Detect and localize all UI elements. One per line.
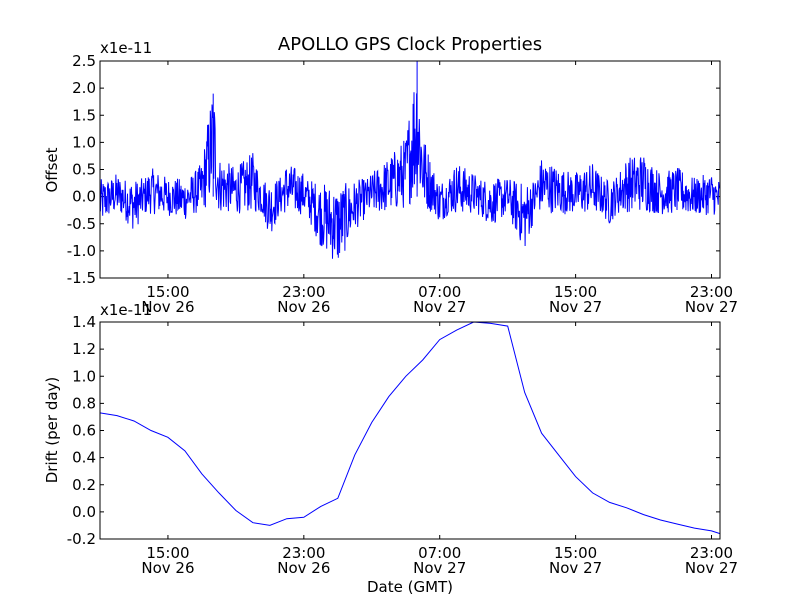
x-tick-label-time: 07:00 bbox=[418, 283, 461, 301]
y-tick-label: 2.5 bbox=[72, 52, 96, 70]
y-tick-label: 0.2 bbox=[72, 476, 96, 494]
y-tick-label: 0.5 bbox=[72, 161, 96, 179]
x-tick-label-date: Nov 27 bbox=[685, 298, 738, 316]
chart-title: APOLLO GPS Clock Properties bbox=[278, 34, 542, 55]
x-tick-label-date: Nov 26 bbox=[277, 298, 330, 316]
y-tick-label: 1.0 bbox=[72, 367, 96, 385]
drift-exponent-label: x1e-11 bbox=[100, 301, 152, 319]
x-tick-label-time: 23:00 bbox=[282, 544, 325, 562]
x-tick-label-date: Nov 27 bbox=[685, 559, 738, 577]
x-tick-label-time: 15:00 bbox=[146, 283, 189, 301]
y-tick-label: 1.4 bbox=[72, 313, 96, 331]
y-tick-label: -0.5 bbox=[67, 215, 96, 233]
x-tick-label-date: Nov 27 bbox=[549, 298, 602, 316]
x-tick-label-date: Nov 27 bbox=[549, 559, 602, 577]
x-axis-title: Date (GMT) bbox=[367, 578, 453, 596]
y-tick-label: 1.0 bbox=[72, 133, 96, 151]
y-tick-label: 0.0 bbox=[72, 188, 96, 206]
y-tick-label: 1.2 bbox=[72, 340, 96, 358]
x-tick-label-time: 23:00 bbox=[690, 544, 733, 562]
drift-series-line bbox=[99, 321, 721, 535]
x-tick-label-date: Nov 27 bbox=[413, 559, 466, 577]
x-tick-label-time: 15:00 bbox=[146, 544, 189, 562]
x-tick-label-date: Nov 26 bbox=[141, 559, 194, 577]
y-tick-label: 1.5 bbox=[72, 106, 96, 124]
drift-panel: x1e-11 Drift (per day) -0.2 0.0 0.2 0.4 0.6 0… bbox=[43, 301, 738, 577]
x-tick-label-date: Nov 27 bbox=[413, 298, 466, 316]
y-tick-label: -1.0 bbox=[67, 242, 96, 260]
x-tick-label-time: 07:00 bbox=[418, 544, 461, 562]
offset-axis-title: Offset bbox=[43, 147, 61, 192]
x-tick-label-time: 15:00 bbox=[554, 544, 597, 562]
y-tick-label: 0.4 bbox=[72, 449, 96, 467]
offset-exponent-label: x1e-11 bbox=[100, 39, 152, 57]
x-tick-label-date: Nov 26 bbox=[277, 559, 330, 577]
offset-panel: x1e-11 Offset -1.5 -1.0 -0.5 0.0 0.5 1.0 1.5 2.… bbox=[43, 39, 738, 316]
x-tick-label-date: Nov 26 bbox=[141, 298, 194, 316]
offset-series-line bbox=[99, 61, 721, 259]
y-tick-label: 0.0 bbox=[72, 503, 96, 521]
drift-axis-title: Drift (per day) bbox=[43, 377, 61, 484]
drift-plot-frame bbox=[99, 321, 721, 540]
y-tick-label: -0.2 bbox=[67, 530, 96, 548]
y-tick-label: 0.8 bbox=[72, 394, 96, 412]
x-tick-label-time: 15:00 bbox=[554, 283, 597, 301]
offset-plot-frame bbox=[99, 60, 721, 279]
y-tick-label: -1.5 bbox=[67, 269, 96, 287]
y-tick-label: 2.0 bbox=[72, 79, 96, 97]
x-tick-label-time: 23:00 bbox=[282, 283, 325, 301]
x-tick-label-time: 23:00 bbox=[690, 283, 733, 301]
y-tick-label: 0.6 bbox=[72, 422, 96, 440]
